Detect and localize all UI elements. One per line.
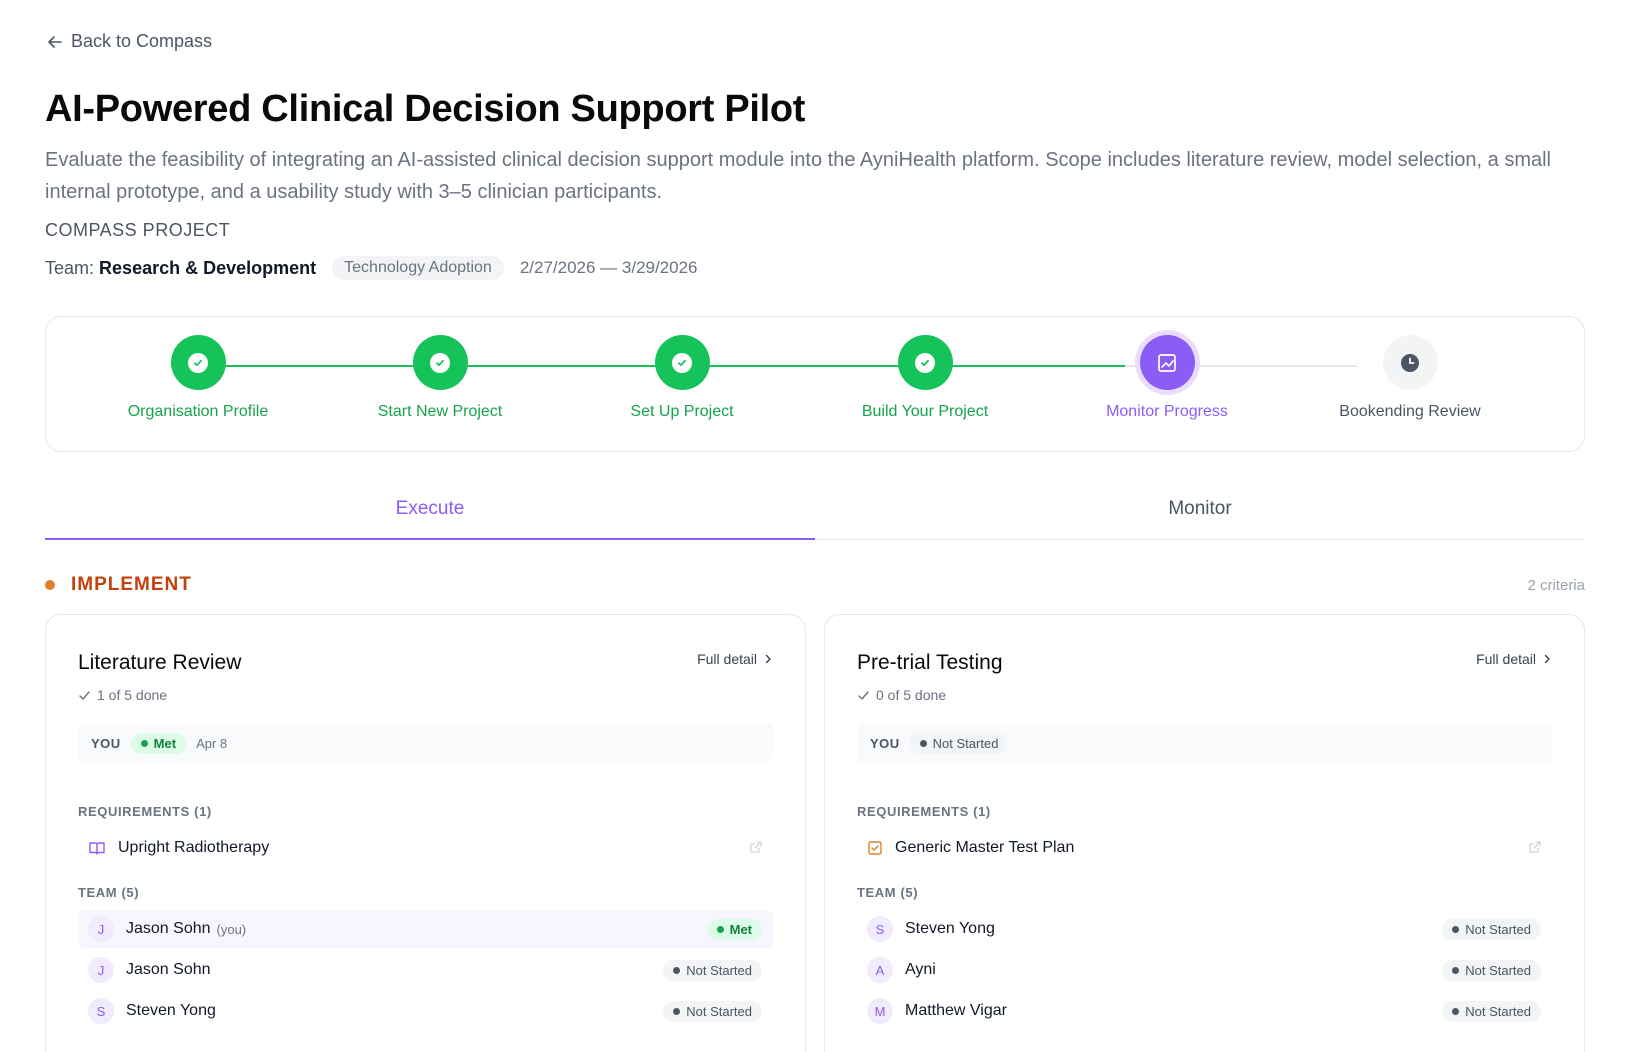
status-date: Apr 8 (196, 735, 228, 751)
step-label: Build Your Project (861, 403, 989, 420)
step-build-your-project[interactable]: Build Your Project (815, 335, 1035, 421)
criterion-card-pre-trial-testing: Pre-trial Testing Full detail 0 of 5 don… (824, 614, 1585, 1052)
status-badge: Not Started (1442, 1000, 1541, 1022)
member-name: Matthew Vigar (905, 1002, 1007, 1019)
requirement-item[interactable]: Upright Radiotherapy (78, 833, 773, 863)
team-member-row[interactable]: J Jason Sohn (you) Met (78, 910, 773, 948)
chart-icon (1158, 353, 1176, 372)
card-title: Pre-trial Testing (857, 651, 1003, 674)
category-chip: Technology Adoption (332, 256, 504, 280)
check-icon (672, 352, 692, 373)
tab-monitor[interactable]: Monitor (1168, 498, 1232, 519)
chevron-right-icon (1544, 654, 1550, 664)
step-label: Monitor Progress (1106, 403, 1228, 420)
team-member-row[interactable]: A Ayni Not Started (857, 951, 1552, 989)
check-icon (188, 352, 208, 373)
section-name: IMPLEMENT (71, 574, 192, 595)
checklist-icon (868, 841, 882, 855)
requirements-heading: REQUIREMENTS (1) (78, 804, 212, 819)
team-heading: TEAM (5) (857, 885, 919, 900)
requirement-item[interactable]: Generic Master Test Plan (857, 833, 1552, 863)
project-kicker: COMPASS PROJECT (45, 220, 231, 240)
your-status-row: YOU Not Started (857, 723, 1552, 763)
status-badge: Met (706, 918, 762, 940)
criteria-count: 2 criteria (1527, 576, 1585, 594)
step-label: Organisation Profile (127, 403, 269, 420)
member-name: Jason Sohn (126, 920, 211, 937)
page-title: AI-Powered Clinical Decision Support Pil… (45, 88, 806, 130)
step-bookending-review[interactable]: Bookending Review (1300, 335, 1520, 421)
check-icon (430, 352, 450, 373)
requirement-label: Upright Radiotherapy (118, 839, 270, 856)
section-header: IMPLEMENT 2 criteria (45, 574, 1585, 596)
clock-icon (1401, 353, 1419, 372)
step-start-new-project[interactable]: Start New Project (330, 335, 550, 421)
back-label: Back to Compass (71, 31, 213, 51)
book-icon (89, 842, 105, 855)
chevron-right-icon (765, 654, 771, 664)
tab-execute[interactable]: Execute (45, 490, 815, 540)
full-detail-link[interactable]: Full detail (697, 651, 773, 667)
your-status-row: YOU Met Apr 8 (78, 723, 773, 763)
member-name: Jason Sohn (126, 961, 211, 978)
check-icon (915, 352, 935, 373)
card-progress: 1 of 5 done (78, 687, 167, 703)
avatar: J (88, 957, 114, 983)
progress-text: 1 of 5 done (97, 687, 168, 703)
team-member-row[interactable]: J Jason Sohn Not Started (78, 951, 773, 989)
check-icon (79, 690, 90, 700)
full-detail-label: Full detail (697, 651, 757, 667)
step-organisation-profile[interactable]: Organisation Profile (88, 335, 308, 421)
you-tag: (you) (216, 921, 247, 937)
you-label: YOU (91, 735, 121, 751)
arrow-left-icon (48, 35, 62, 48)
project-dates: 2/27/2026 — 3/29/2026 (519, 258, 698, 277)
team-member-row[interactable]: M Matthew Vigar Not Started (857, 992, 1552, 1030)
external-link-icon[interactable] (1528, 840, 1542, 854)
team-member-row[interactable]: S Steven Yong Not Started (857, 910, 1552, 948)
view-tabs: Execute Monitor (45, 490, 1585, 540)
card-title: Literature Review (78, 651, 242, 674)
team-name: Research & Development (99, 257, 317, 278)
project-meta: Team: Research & Development Technology … (45, 256, 698, 280)
back-to-compass-link[interactable]: Back to Compass (45, 31, 212, 52)
team-member-row[interactable]: S Steven Yong Not Started (78, 992, 773, 1030)
stepper-line-pending (1125, 365, 1357, 367)
team-label: Team: (45, 257, 95, 278)
avatar: J (88, 916, 114, 942)
step-label: Start New Project (377, 403, 503, 420)
avatar: S (867, 916, 893, 942)
step-monitor-progress[interactable]: Monitor Progress (1057, 335, 1277, 421)
step-set-up-project[interactable]: Set Up Project (572, 335, 792, 421)
status-badge: Met (130, 732, 187, 754)
member-name: Steven Yong (905, 920, 995, 937)
status-badge: Not Started (1442, 918, 1541, 940)
check-icon (858, 690, 869, 700)
requirements-heading: REQUIREMENTS (1) (857, 804, 991, 819)
step-label: Set Up Project (630, 403, 734, 420)
member-name: Ayni (905, 961, 936, 978)
project-description: Evaluate the feasibility of integrating … (45, 149, 1551, 203)
you-label: YOU (870, 735, 900, 751)
step-label: Bookending Review (1339, 403, 1481, 420)
section-dot (45, 580, 55, 590)
avatar: M (867, 998, 893, 1024)
full-detail-label: Full detail (1476, 651, 1536, 667)
progress-stepper: Organisation Profile Start New Project S… (45, 316, 1585, 452)
status-badge: Not Started (1442, 959, 1541, 981)
avatar: S (88, 998, 114, 1024)
avatar: A (867, 957, 893, 983)
team-heading: TEAM (5) (78, 885, 140, 900)
external-link-icon[interactable] (749, 840, 763, 854)
progress-text: 0 of 5 done (876, 687, 947, 703)
status-badge: Not Started (663, 1000, 762, 1022)
status-badge: Not Started (663, 959, 762, 981)
criterion-card-literature-review: Literature Review Full detail 1 of 5 don… (45, 614, 806, 1052)
full-detail-link[interactable]: Full detail (1476, 651, 1552, 667)
status-badge: Not Started (909, 732, 1009, 754)
card-progress: 0 of 5 done (857, 687, 946, 703)
requirement-label: Generic Master Test Plan (895, 839, 1075, 856)
member-name: Steven Yong (126, 1002, 216, 1019)
